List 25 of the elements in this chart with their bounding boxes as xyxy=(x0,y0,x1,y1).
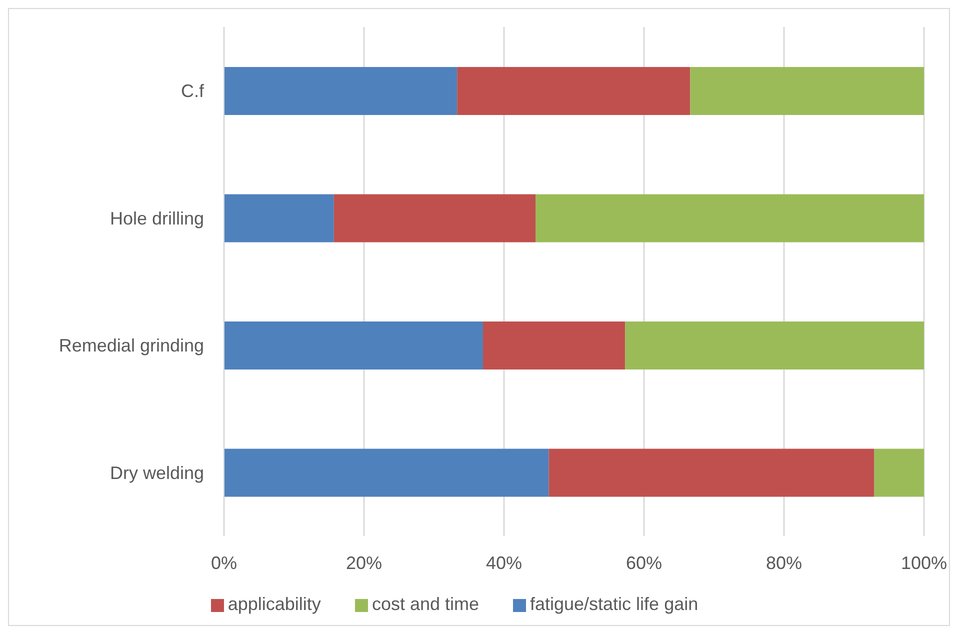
bar xyxy=(224,322,483,370)
x-tick-label: 40% xyxy=(486,552,522,573)
legend-label: fatigue/static life gain xyxy=(530,594,698,614)
x-tick-label: 100% xyxy=(900,552,948,573)
bar xyxy=(224,67,458,115)
bar xyxy=(334,194,536,242)
legend-label: cost and time xyxy=(372,594,479,614)
bar xyxy=(548,448,874,497)
x-tick-label: 60% xyxy=(626,552,662,573)
y-tick-label: Remedial grinding xyxy=(58,336,204,356)
bar xyxy=(224,448,549,497)
bar xyxy=(690,67,924,115)
legend-label: applicability xyxy=(228,594,321,614)
bar xyxy=(536,194,924,242)
y-tick-label: Hole drilling xyxy=(110,208,204,228)
x-tick-label: 80% xyxy=(766,552,802,573)
y-tick-label: C.f xyxy=(180,81,205,102)
x-tick-label: 0% xyxy=(210,552,238,573)
bar xyxy=(483,322,626,370)
bar xyxy=(874,448,924,497)
x-tick-label: 20% xyxy=(346,552,382,573)
bar xyxy=(224,194,334,242)
y-tick-label: Dry welding xyxy=(110,462,204,483)
bar xyxy=(625,322,924,370)
bar xyxy=(457,67,690,115)
